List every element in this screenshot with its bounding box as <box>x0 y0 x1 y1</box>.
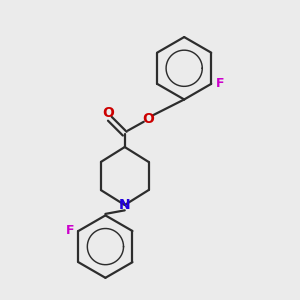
Text: F: F <box>65 224 74 238</box>
Text: O: O <box>103 106 114 120</box>
Text: O: O <box>142 112 154 126</box>
Text: F: F <box>216 77 224 90</box>
Text: N: N <box>119 198 130 212</box>
